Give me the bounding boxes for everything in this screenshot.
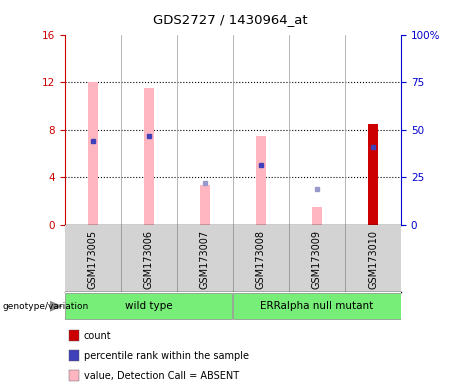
Bar [144,88,154,225]
Text: GSM173006: GSM173006 [144,230,154,289]
Text: GSM173005: GSM173005 [88,230,98,289]
Bar [88,82,98,225]
Text: count: count [84,331,112,341]
Text: GDS2727 / 1430964_at: GDS2727 / 1430964_at [153,13,308,26]
Bar [65,293,232,319]
Text: GSM173010: GSM173010 [368,230,378,289]
Bar [200,185,210,225]
Text: value, Detection Call = ABSENT: value, Detection Call = ABSENT [84,371,239,381]
Bar [368,124,378,225]
Text: genotype/variation: genotype/variation [2,302,89,311]
Bar [233,293,401,319]
Text: percentile rank within the sample: percentile rank within the sample [84,351,249,361]
Polygon shape [50,301,63,312]
Text: GSM173007: GSM173007 [200,230,210,289]
Text: ERRalpha null mutant: ERRalpha null mutant [260,301,373,311]
Bar [312,207,322,225]
Bar [256,136,266,225]
Text: wild type: wild type [125,301,172,311]
Text: GSM173009: GSM173009 [312,230,322,289]
Text: GSM173008: GSM173008 [256,230,266,289]
